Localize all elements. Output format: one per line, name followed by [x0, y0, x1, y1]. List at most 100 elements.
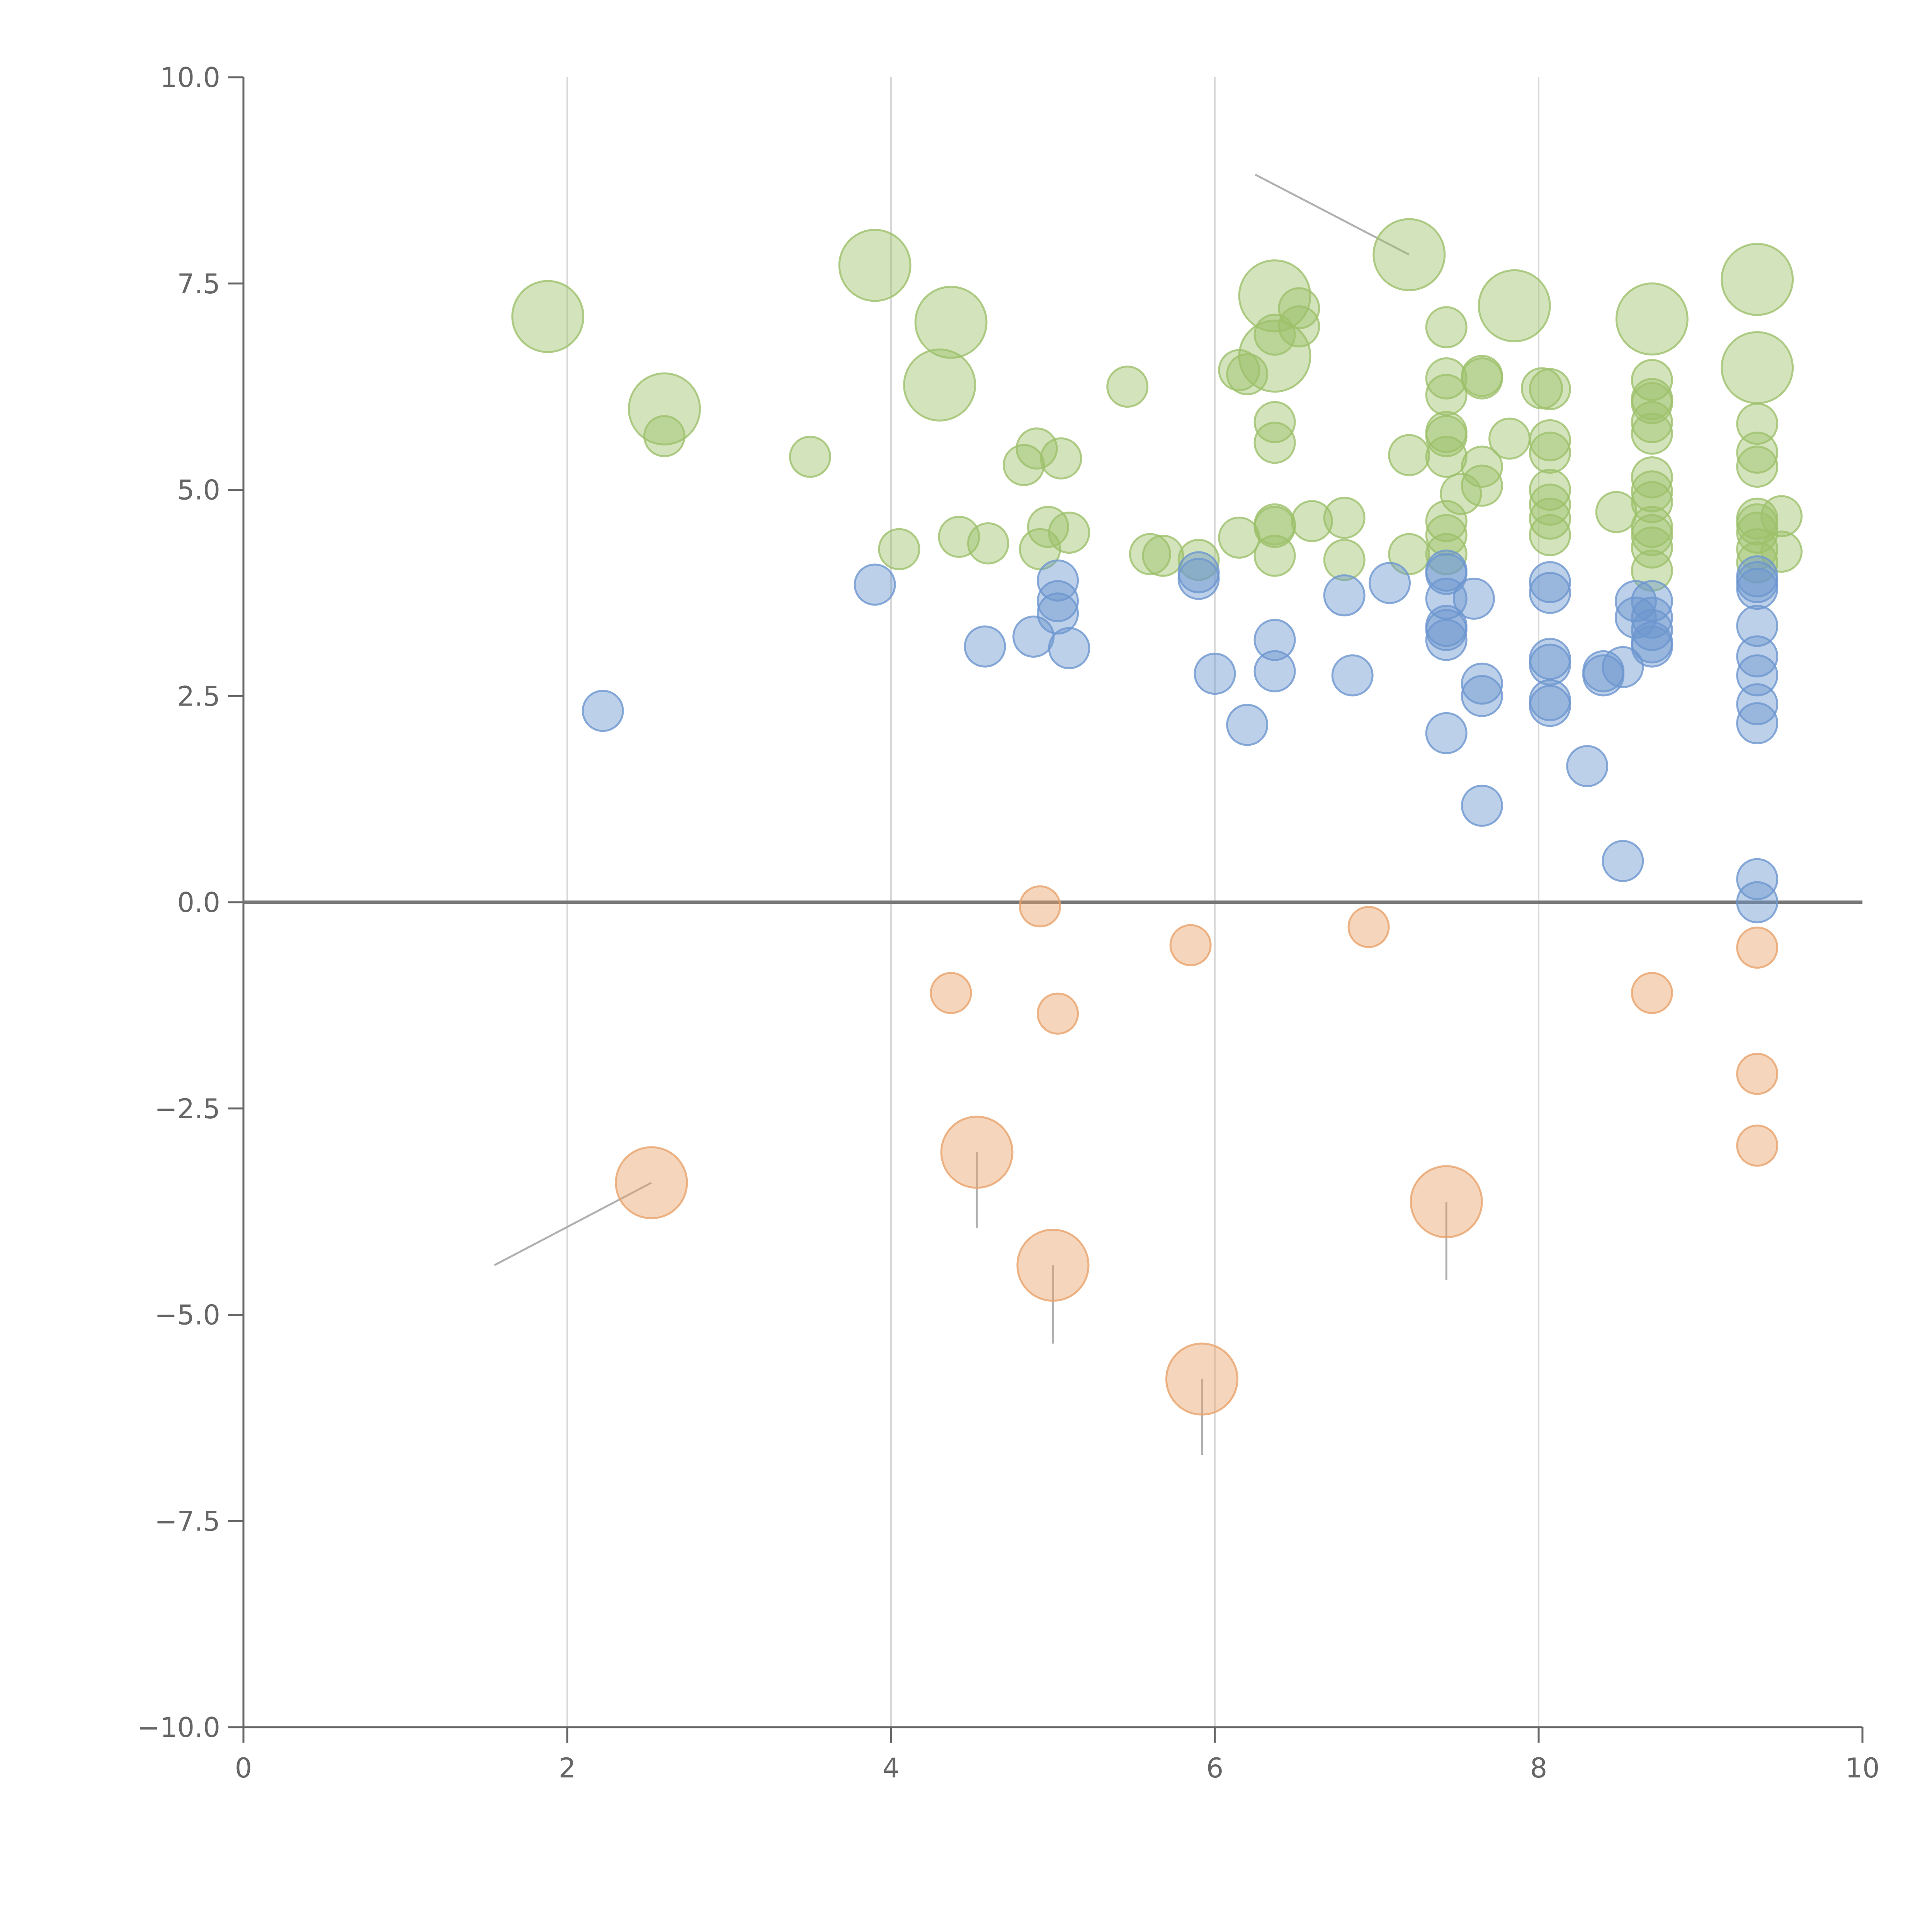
axes: 10.0 7.5 5.0 2.5 0.0 −2.5 −5.0 −7.5 −10.0 0 2 4 6 8 10 — [137, 62, 1879, 1784]
x-tick-label: 10 — [1845, 1752, 1879, 1784]
data-point-blue — [1736, 635, 1779, 678]
data-point-blue — [1736, 858, 1779, 900]
data-point-blue — [1736, 683, 1779, 726]
y-tick-label: 10.0 — [160, 62, 220, 94]
data-point-green — [878, 528, 920, 570]
data-point-green — [1461, 464, 1503, 507]
data-point-green — [1760, 495, 1803, 537]
data-point-green — [1226, 353, 1269, 396]
data-point-green — [1631, 382, 1673, 424]
data-point-green — [1595, 491, 1638, 533]
data-point-green — [1736, 431, 1779, 474]
data-point-blue — [1226, 704, 1269, 746]
x-tick-label: 0 — [235, 1752, 252, 1784]
data-point-blue — [1529, 571, 1571, 614]
data-point-orange — [1019, 885, 1061, 928]
data-point-blue — [854, 563, 896, 606]
data-point-green — [1631, 470, 1673, 513]
data-point-green — [1529, 368, 1571, 410]
x-tick-label: 6 — [1206, 1752, 1224, 1784]
data-point-blue — [1529, 561, 1571, 604]
data-point-blue — [1631, 580, 1673, 622]
data-point-blue — [1037, 592, 1079, 635]
data-point-blue — [1331, 654, 1374, 697]
y-tick-label: −2.5 — [155, 1093, 220, 1125]
data-point-orange — [1169, 924, 1212, 966]
data-point-green — [1142, 534, 1184, 577]
y-tick-label: −7.5 — [155, 1505, 220, 1537]
data-point-blue — [1425, 609, 1468, 651]
data-point-green — [1631, 514, 1673, 556]
data-point-green — [1372, 218, 1446, 291]
data-point-green — [1529, 514, 1571, 556]
data-point-green — [1425, 306, 1468, 349]
data-point-green — [1461, 446, 1503, 488]
data-point-blue — [1037, 580, 1079, 622]
data-point-green — [1425, 374, 1468, 416]
data-point-blue — [1631, 609, 1673, 651]
data-point-orange — [1347, 906, 1390, 948]
data-point-green — [1529, 419, 1571, 461]
data-point-green — [1461, 357, 1503, 400]
data-point-blue — [1602, 646, 1644, 689]
data-point-green — [1425, 435, 1468, 478]
data-point-orange — [1016, 1228, 1090, 1302]
data-point-green — [1425, 357, 1468, 400]
leader-lines — [494, 173, 1447, 1455]
data-point-blue — [1452, 577, 1495, 620]
data-point-green — [1721, 331, 1794, 405]
data-point-green — [1323, 497, 1366, 539]
data-point-green — [1253, 534, 1296, 577]
data-point-blue — [1194, 653, 1236, 695]
data-point-green — [1040, 437, 1082, 480]
data-point-orange — [940, 1116, 1014, 1189]
data-point-green — [1106, 366, 1149, 408]
x-tick-label: 8 — [1530, 1752, 1548, 1784]
data-point-blue — [1253, 619, 1296, 661]
data-point-green — [914, 286, 988, 359]
data-point-green — [1048, 512, 1090, 554]
y-tick-label: 2.5 — [177, 680, 220, 712]
data-point-green — [1529, 469, 1571, 511]
data-point-blue — [1736, 881, 1779, 923]
data-point-blue — [1602, 840, 1644, 882]
data-point-blue — [1736, 605, 1779, 647]
y-tick-label: −10.0 — [137, 1712, 220, 1743]
data-point-green — [1736, 446, 1779, 488]
data-point-green — [1631, 481, 1673, 524]
leader-line — [494, 1182, 652, 1266]
data-point-green — [1631, 456, 1673, 498]
data-point-green — [1238, 259, 1311, 333]
data-point-green — [1529, 431, 1571, 474]
data-point-green — [1425, 500, 1468, 543]
data-point-green — [1278, 305, 1320, 348]
data-point-green — [1736, 403, 1779, 445]
data-point-green — [1129, 533, 1171, 575]
data-point-green — [1177, 539, 1220, 581]
data-point-orange — [1165, 1342, 1238, 1416]
data-point-green — [1218, 516, 1260, 559]
data-point-orange — [615, 1146, 688, 1219]
data-point-green — [1291, 500, 1333, 543]
data-point-blue — [1425, 712, 1468, 754]
data-point-green — [643, 415, 685, 457]
data-point-blue — [964, 625, 1006, 668]
data-point-green — [1015, 427, 1058, 470]
x-tick-label: 2 — [559, 1752, 576, 1784]
data-point-green — [967, 522, 1009, 565]
data-point-blue — [1461, 675, 1503, 717]
data-point-blue — [1736, 654, 1779, 697]
data-point-green — [1631, 412, 1673, 455]
data-point-orange — [1736, 1053, 1779, 1095]
y-tick-label: 7.5 — [177, 268, 220, 300]
data-point-blue — [582, 690, 624, 732]
data-point-orange — [1631, 972, 1673, 1014]
data-point-blue — [1323, 574, 1366, 617]
data-point-blue — [1631, 596, 1673, 639]
data-point-green — [1529, 497, 1571, 540]
data-point-blue — [1529, 685, 1571, 727]
data-point-orange — [1736, 1124, 1779, 1167]
data-point-green — [1253, 313, 1296, 356]
data-point-green — [511, 280, 585, 353]
